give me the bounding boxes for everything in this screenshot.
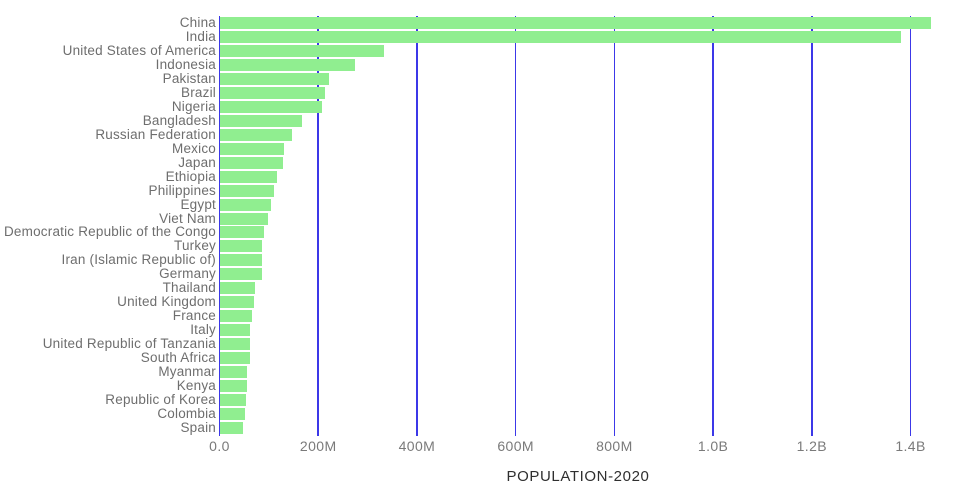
gridline-600M xyxy=(514,16,517,436)
y-label: Pakistan xyxy=(162,70,216,86)
x-tick-label: 1.4B xyxy=(895,438,926,454)
y-label: Nigeria xyxy=(171,98,216,114)
y-label: Egypt xyxy=(180,196,216,212)
gridline-1.2B xyxy=(811,16,813,436)
bar-philippines xyxy=(220,184,275,197)
y-label: Japan xyxy=(178,154,216,170)
y-label: United Kingdom xyxy=(117,294,216,310)
x-tick-label: 1.0B xyxy=(697,438,729,454)
bar-colombia xyxy=(220,408,246,421)
bar-iran-islamic-republic-of- xyxy=(220,254,262,267)
x-tick-label: 200M xyxy=(299,438,337,454)
bar-republic-of-korea xyxy=(220,394,246,407)
bar-united-states-of-america xyxy=(220,44,384,57)
y-label: Indonesia xyxy=(155,56,216,72)
bar-japan xyxy=(220,156,283,169)
y-label: Italy xyxy=(190,322,216,338)
y-label: Myanmar xyxy=(158,364,216,380)
x-tick-label: 0.0 xyxy=(209,438,230,454)
bar-brazil xyxy=(220,86,326,99)
y-label: Iran (Islamic Republic of) xyxy=(61,252,216,268)
bar-egypt xyxy=(220,198,271,211)
bar-kenya xyxy=(220,380,247,393)
bar-democratic-republic-of-the-congo xyxy=(220,226,265,239)
y-label: France xyxy=(172,308,216,324)
bar-myanmar xyxy=(220,366,248,379)
bar-mexico xyxy=(220,142,284,155)
y-label: Republic of Korea xyxy=(105,392,216,408)
bar-united-kingdom xyxy=(220,296,254,309)
y-label: Thailand xyxy=(162,280,216,296)
y-label: Ethiopia xyxy=(165,168,216,184)
x-tick-label: 600M xyxy=(497,438,534,454)
y-label: Viet Nam xyxy=(159,210,216,226)
y-label: Brazil xyxy=(181,84,216,100)
y-label: Philippines xyxy=(148,182,216,198)
bar-germany xyxy=(220,268,262,281)
x-tick-label: 800M xyxy=(596,438,633,454)
gridline-1.4B xyxy=(909,16,912,436)
bar-france xyxy=(220,310,253,323)
gridline-200M xyxy=(317,16,319,436)
bar-china xyxy=(220,17,931,29)
bar-india xyxy=(220,30,902,43)
y-label: India xyxy=(185,28,216,44)
bar-italy xyxy=(220,324,251,337)
y-label: Kenya xyxy=(176,378,216,394)
bar-thailand xyxy=(220,282,255,295)
y-label: Germany xyxy=(159,266,216,282)
bar-russian-federation xyxy=(220,128,293,141)
bar-viet-nam xyxy=(220,212,269,225)
y-label: United Republic of Tanzania xyxy=(42,336,216,352)
bar-bangladesh xyxy=(220,114,302,127)
y-label: Spain xyxy=(180,420,216,435)
gridline-1.0B xyxy=(712,16,714,436)
y-label: Mexico xyxy=(172,140,216,156)
bar-south-africa xyxy=(220,352,250,365)
y-label: Turkey xyxy=(174,238,216,254)
gridline-0.0 xyxy=(218,16,221,436)
y-label: Russian Federation xyxy=(95,126,216,142)
x-tick-label: 1.2B xyxy=(796,438,828,454)
bar-pakistan xyxy=(220,72,330,85)
gridline-400M xyxy=(416,16,418,436)
y-label: United States of America xyxy=(62,42,216,58)
gridline-800M xyxy=(613,16,616,436)
y-label: Bangladesh xyxy=(142,112,216,128)
bar-ethiopia xyxy=(220,170,277,183)
y-label: China xyxy=(179,15,216,30)
bar-spain xyxy=(220,422,244,434)
bar-indonesia xyxy=(220,58,356,71)
x-axis-title: POPULATION-2020 xyxy=(506,468,650,485)
y-label: Colombia xyxy=(157,406,216,422)
bar-nigeria xyxy=(220,100,322,113)
y-label: South Africa xyxy=(140,350,216,366)
x-tick-label: 400M xyxy=(398,438,436,454)
bar-united-republic-of-tanzania xyxy=(220,338,250,351)
y-label: Democratic Republic of the Congo xyxy=(3,224,216,240)
bar-turkey xyxy=(220,240,262,253)
